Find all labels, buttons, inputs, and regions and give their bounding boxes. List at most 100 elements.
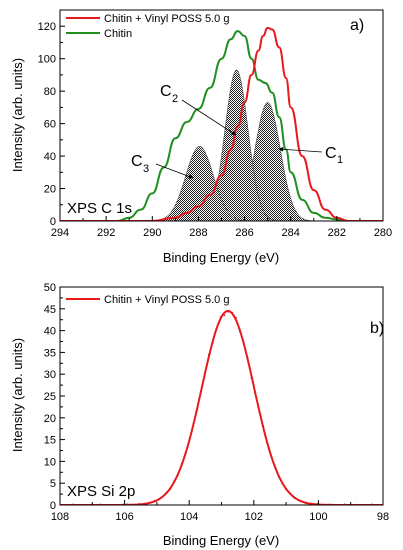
panel-a-y-axis-title: Intensity (arb. units) — [10, 58, 25, 172]
data-point — [184, 452, 187, 455]
panel-a-tag: a) — [350, 17, 364, 34]
data-point — [153, 499, 156, 502]
annotation-c2-label: C — [160, 83, 172, 100]
data-point — [169, 488, 172, 491]
data-point — [273, 464, 276, 467]
panel-a-x-tick-label: 294 — [51, 227, 69, 239]
annotation-c1: C 1 — [278, 145, 343, 166]
data-point — [281, 482, 284, 485]
annotation-c3-label: C — [131, 153, 143, 170]
data-point — [215, 327, 218, 330]
panel-a-legend: Chitin + Vinyl POSS 5.0 g Chitin — [66, 13, 229, 40]
data-point — [262, 424, 265, 427]
panel-a-legend-series-1: Chitin + Vinyl POSS 5.0 g — [104, 13, 229, 25]
panel-b-y-tick-label: 40 — [44, 326, 56, 338]
series-line-green — [60, 30, 383, 221]
panel-a-legend-series-2: Chitin — [104, 28, 132, 40]
panel-a-x-tick-label: 292 — [97, 227, 115, 239]
panel-b-y-tick-label: 25 — [44, 391, 56, 403]
panel-b-x-ticks: 108 106 104 102 100 98 — [51, 500, 389, 523]
series-line-red — [60, 26, 383, 221]
panel-b-y-tick-label: 30 — [44, 369, 56, 381]
data-point — [196, 408, 199, 411]
data-point — [208, 353, 210, 356]
annotation-c2: C 2 — [160, 83, 237, 136]
panel-b-y-tick-label: 10 — [44, 456, 56, 468]
data-point — [177, 473, 179, 475]
panel-b-frame — [59, 286, 384, 506]
panel-a-inset-label: XPS C 1s — [67, 200, 132, 217]
panel-b-y-tick-label: 15 — [44, 435, 56, 447]
panel-a-x-tick-label: 284 — [282, 227, 300, 239]
panel-b-y-tick-label: 45 — [44, 304, 56, 316]
data-point — [219, 316, 222, 318]
panel-a-y-tick-label: 0 — [50, 216, 56, 228]
panel-a-series — [60, 26, 383, 221]
panel-a-y-tick-label: 80 — [44, 86, 56, 98]
panel-a-x-tick-label: 290 — [143, 227, 161, 239]
panel-b-y-tick-label: 5 — [50, 478, 56, 490]
panel-b-x-tick-label: 102 — [245, 511, 263, 523]
annotation-c1-label: C — [325, 145, 337, 162]
data-point — [165, 491, 168, 494]
panel-b-legend-series-1: Chitin + Vinyl POSS 5.0 g — [104, 294, 229, 306]
data-point — [204, 371, 206, 374]
data-point — [227, 310, 230, 313]
data-point — [285, 488, 288, 490]
data-point — [157, 499, 160, 501]
panel-a-y-tick-label: 60 — [44, 119, 56, 131]
panel-a-annotations: C 1 C 2 C 3 — [131, 83, 343, 179]
panel-a-fitted-components — [144, 69, 319, 221]
panel-b-x-tick-label: 106 — [115, 511, 133, 523]
data-point — [304, 502, 307, 505]
panel-b-y-tick-label: 50 — [44, 282, 56, 294]
data-point — [289, 492, 292, 495]
panel-a-x-tick-label: 288 — [189, 227, 207, 239]
data-point — [277, 475, 280, 478]
data-point — [242, 342, 245, 345]
data-point — [146, 502, 148, 505]
data-point — [200, 390, 203, 393]
data-point — [188, 438, 191, 441]
panel-a-y-tick-label: 100 — [38, 54, 56, 66]
data-point — [138, 503, 141, 505]
data-point — [316, 503, 319, 505]
data-point — [250, 377, 253, 379]
data-point — [297, 498, 299, 501]
data-point — [270, 454, 272, 456]
data-point — [223, 314, 226, 317]
panel-b-y-axis-title: Intensity (arb. units) — [10, 338, 25, 452]
panel-a-x-tick-label: 280 — [374, 227, 392, 239]
data-point — [254, 393, 257, 396]
panel-b-x-axis-title: Binding Energy (eV) — [163, 533, 279, 548]
data-point — [293, 496, 296, 499]
panel-a-x-ticks: 294 292 290 288 286 284 282 280 — [51, 216, 392, 239]
data-point — [173, 481, 175, 484]
panel-b-y-tick-label: 35 — [44, 347, 56, 359]
annotation-c1-sub: 1 — [337, 154, 343, 166]
panel-b-y-tick-label: 20 — [44, 413, 56, 425]
data-point — [308, 502, 311, 505]
annotation-c2-sub: 2 — [172, 93, 178, 105]
panel-a-x-tick-label: 286 — [235, 227, 253, 239]
panel-b-series — [60, 310, 383, 505]
data-point — [192, 422, 195, 425]
data-point — [258, 409, 261, 412]
panel-b-inset-label: XPS Si 2p — [67, 483, 135, 500]
panel-b-x-tick-label: 104 — [180, 511, 198, 523]
panel-a-x-axis-title: Binding Energy (eV) — [163, 250, 279, 265]
panel-a-y-tick-label: 40 — [44, 151, 56, 163]
data-point — [235, 316, 237, 319]
data-point — [180, 462, 183, 465]
data-point — [301, 500, 303, 502]
panel-b-y-tick-label: 0 — [50, 500, 56, 512]
data-point — [239, 331, 241, 333]
panel-b-tag: b) — [370, 320, 384, 337]
annotation-c3-sub: 3 — [143, 163, 149, 175]
panel-b: 108 106 104 102 100 98 0 5 10 15 20 25 30 35 40 45 50 B… — [10, 282, 389, 548]
data-point — [149, 501, 152, 504]
panel-b-y-ticks: 0 5 10 15 20 25 30 35 40 45 50 — [44, 282, 65, 512]
data-point — [246, 356, 249, 359]
panel-b-x-tick-label: 100 — [309, 511, 327, 523]
